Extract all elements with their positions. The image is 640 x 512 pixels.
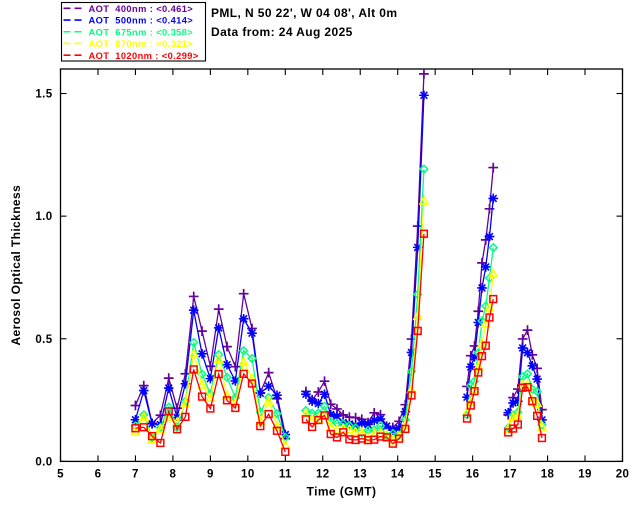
svg-text:17: 17: [503, 468, 517, 480]
svg-text:9: 9: [207, 468, 214, 480]
svg-text:11: 11: [279, 468, 292, 480]
svg-text:Data from: 24 Aug 2025: Data from: 24 Aug 2025: [211, 25, 353, 39]
svg-text:1.0: 1.0: [35, 211, 52, 223]
svg-text:AOT 400nm : <0.461>: AOT 400nm : <0.461>: [89, 4, 194, 14]
svg-text:PML, N 50 22', W 04 08', Alt 0: PML, N 50 22', W 04 08', Alt 0m: [211, 6, 397, 20]
svg-text:5: 5: [57, 468, 64, 480]
svg-text:19: 19: [578, 468, 592, 480]
svg-text:0.0: 0.0: [35, 456, 52, 468]
svg-text:20: 20: [616, 468, 630, 480]
svg-text:Aerosol Optical Thickness: Aerosol Optical Thickness: [9, 185, 23, 346]
svg-text:0.5: 0.5: [35, 334, 52, 346]
svg-text:7: 7: [132, 468, 139, 480]
svg-text:6: 6: [95, 468, 102, 480]
svg-text:18: 18: [541, 468, 555, 480]
svg-text:Time (GMT): Time (GMT): [307, 484, 377, 498]
svg-text:AOT 675nm : <0.358>: AOT 675nm : <0.358>: [89, 27, 194, 37]
svg-text:1.5: 1.5: [35, 89, 52, 101]
svg-text:10: 10: [241, 468, 255, 480]
svg-text:AOT 870nm : <0.321>: AOT 870nm : <0.321>: [89, 39, 194, 49]
svg-text:12: 12: [316, 468, 330, 480]
svg-text:15: 15: [428, 468, 442, 480]
svg-text:AOT 500nm : <0.414>: AOT 500nm : <0.414>: [89, 16, 194, 26]
svg-text:13: 13: [353, 468, 367, 480]
svg-text:14: 14: [391, 468, 405, 480]
svg-text:16: 16: [466, 468, 480, 480]
svg-text:8: 8: [170, 468, 177, 480]
svg-text:AOT 1020nm : <0.299>: AOT 1020nm : <0.299>: [89, 51, 199, 61]
